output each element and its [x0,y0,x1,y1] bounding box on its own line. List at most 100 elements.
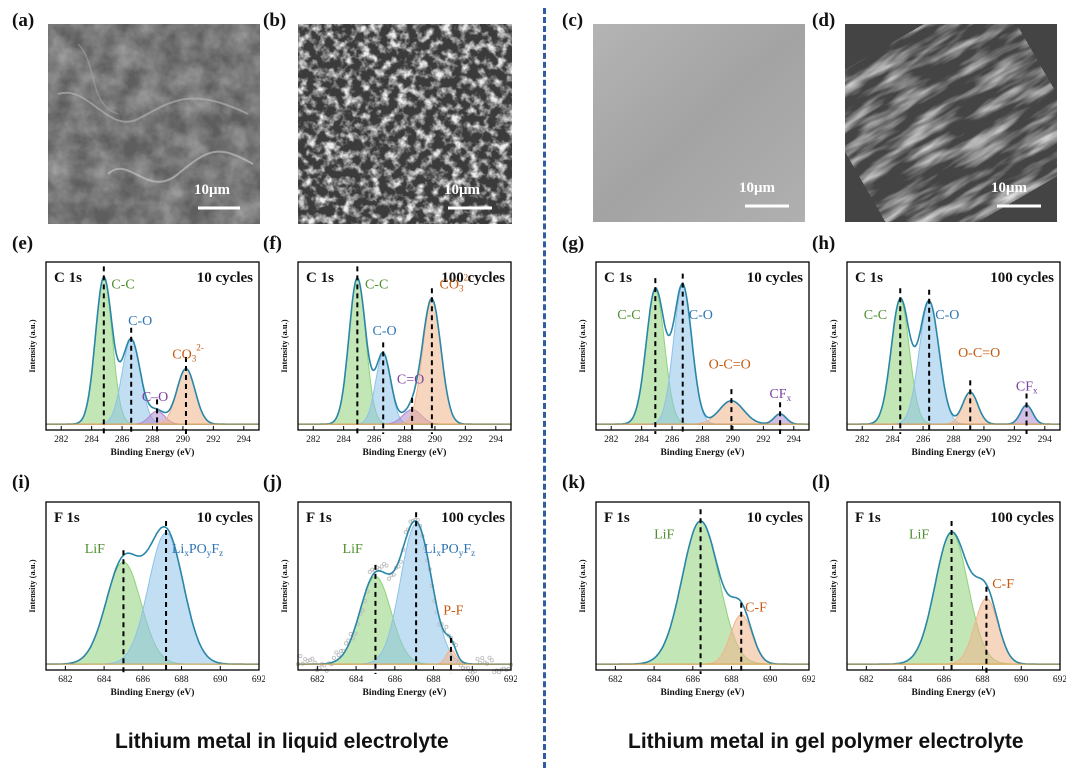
xps-chart-i: 682 684 686 688 690 692 Binding Energy (eV) Int… [27,501,265,698]
panel-label-f: (f) [263,233,282,254]
scale-label-c: 10μm [739,180,775,196]
raw-data-point [331,655,336,660]
peak-lif [846,532,1061,665]
x-tick-label: 686 [937,675,952,685]
raw-data-point [298,654,303,659]
chart-title: F 1s [604,510,630,526]
x-tick-label: 682 [58,675,72,685]
peak-co3-2- [297,299,512,425]
raw-data-point [444,624,449,629]
peak-label: C-C [864,308,887,323]
raw-data-point [487,655,492,660]
panel-label-e: (e) [12,233,34,254]
x-tick-label: 288 [397,435,412,445]
peak-label: CO32- [172,342,204,363]
raw-data-point [386,576,391,581]
x-tick-label: 282 [54,435,69,445]
peak-label: LixPOyFz [424,542,475,558]
xps-chart-j: 682 684 686 688 690 692 Binding Energy (eV) Int… [279,501,517,698]
x-tick-label: 690 [1014,675,1029,685]
sem-image-a: 10μm [48,24,260,224]
peak-label: C–O [142,390,168,405]
peak-label: C-O [128,314,152,329]
chart-subtitle: 100 cycles [441,510,505,526]
panel-label-j: (j) [263,472,282,493]
plot-frame [595,261,810,431]
x-tick-label: 692 [1053,675,1066,685]
peak-label: CO32- [439,272,471,293]
peak-label: C=O [397,372,424,387]
x-tick-label: 690 [213,675,228,685]
plot-frame [45,261,260,431]
x-tick-label: 282 [306,435,321,445]
envelope-line [847,297,1060,425]
y-axis-label: Intensity (a.u.) [577,559,587,612]
raw-data-point [391,572,396,577]
sem-image-d: 10μm [845,24,1057,222]
peak-label: C-O [689,308,713,323]
peak-label: LiF [343,542,363,557]
chart-title: F 1s [54,510,80,526]
panel-label-i: (i) [12,472,30,493]
chart-title: C 1s [604,270,632,286]
x-tick-label: 688 [426,675,441,685]
raw-data-point [367,569,372,574]
raw-data-point [475,656,480,661]
x-tick-label: 292 [756,435,771,445]
x-tick-label: 284 [886,435,901,445]
y-axis-label: Intensity (a.u.) [27,319,37,372]
panel-label-d: (d) [812,10,836,31]
raw-data-point [317,666,322,671]
x-tick-label: 284 [85,435,100,445]
chart-title: F 1s [306,510,332,526]
x-axis-label: Binding Energy (eV) [363,447,447,458]
peak-label: CFx [1016,380,1038,396]
raw-data-point [324,668,329,673]
raw-data-point [310,656,315,661]
peak-label: LixPOyFz [172,542,223,558]
raw-data-point [379,564,384,569]
peak-label: LiF [85,542,105,557]
scale-label-a: 10μm [194,182,230,198]
x-tick-label: 686 [686,675,701,685]
x-axis-label: Binding Energy (eV) [363,687,447,698]
peak-label: C-F [992,577,1014,592]
x-tick-label: 682 [608,675,623,685]
chart-subtitle: 10 cycles [747,270,803,286]
x-tick-label: 282 [855,435,870,445]
panel-label-l: (l) [812,472,830,493]
sem-image-b: 10μm [298,24,512,224]
x-axis-label: Binding Energy (eV) [661,447,745,458]
x-tick-label: 288 [695,435,710,445]
x-tick-label: 688 [724,675,739,685]
panel-label-k: (k) [562,472,586,493]
raw-data-point [384,563,389,568]
xps-chart-l: 682 684 686 688 690 692 Binding Energy (eV) Int… [828,501,1066,698]
xps-chart-e: 282 284 286 288 290 292 294 Binding Energy (eV)… [27,261,260,458]
peak-label: CFx [769,387,791,403]
chart-subtitle: 10 cycles [197,270,253,286]
peak-lif [595,520,810,665]
raw-data-point [305,658,310,663]
section-divider [543,8,546,768]
x-tick-label: 690 [763,675,778,685]
y-axis-label: Intensity (a.u.) [279,319,289,372]
x-tick-label: 288 [946,435,961,445]
peak-label: O-C=O [709,358,751,373]
peak-label: C-C [365,277,388,292]
x-tick-label: 684 [647,675,662,685]
peak-label: C-O [935,308,959,323]
chart-subtitle: 100 cycles [990,510,1054,526]
y-axis-label: Intensity (a.u.) [577,319,587,372]
raw-data-point [480,656,485,661]
x-tick-label: 286 [115,435,130,445]
x-tick-label: 684 [349,675,364,685]
chart-subtitle: 100 cycles [441,270,505,286]
x-tick-label: 684 [97,675,112,685]
scale-label-b: 10μm [444,182,480,198]
xps-chart-h: 282 284 286 288 290 292 294 Binding Energy (eV)… [828,261,1061,458]
x-tick-label: 688 [174,675,189,685]
x-tick-label: 682 [859,675,874,685]
x-tick-label: 292 [458,435,473,445]
chart-title: C 1s [855,270,883,286]
